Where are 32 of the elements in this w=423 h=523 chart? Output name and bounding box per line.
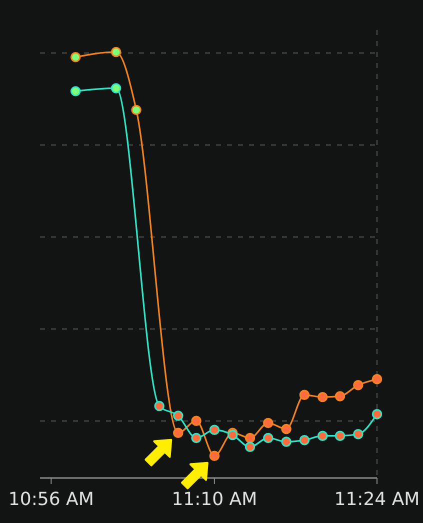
x-tick-label: 11:10 AM (172, 489, 258, 510)
point (317, 392, 328, 402)
point (209, 424, 220, 435)
point (154, 400, 164, 412)
point (244, 442, 256, 452)
point (263, 432, 274, 444)
point (173, 428, 184, 438)
point (372, 408, 382, 420)
point (209, 450, 220, 461)
x-tick-label: 11:24 AM (334, 489, 420, 510)
point (131, 104, 142, 116)
point (110, 83, 122, 94)
point (299, 390, 310, 400)
point (227, 430, 238, 440)
point (317, 430, 328, 441)
point (353, 429, 364, 440)
point (334, 391, 346, 402)
point (353, 380, 364, 390)
point (281, 424, 292, 434)
point (110, 46, 122, 58)
x-tick-label: 10:56 AM (8, 489, 94, 510)
point (173, 410, 184, 421)
point (70, 86, 81, 96)
point (70, 52, 81, 62)
point (191, 416, 202, 426)
point (281, 436, 292, 447)
point (372, 374, 382, 384)
point (263, 418, 274, 428)
point (334, 430, 346, 441)
point (191, 432, 202, 444)
point (299, 434, 310, 446)
point (244, 432, 256, 444)
